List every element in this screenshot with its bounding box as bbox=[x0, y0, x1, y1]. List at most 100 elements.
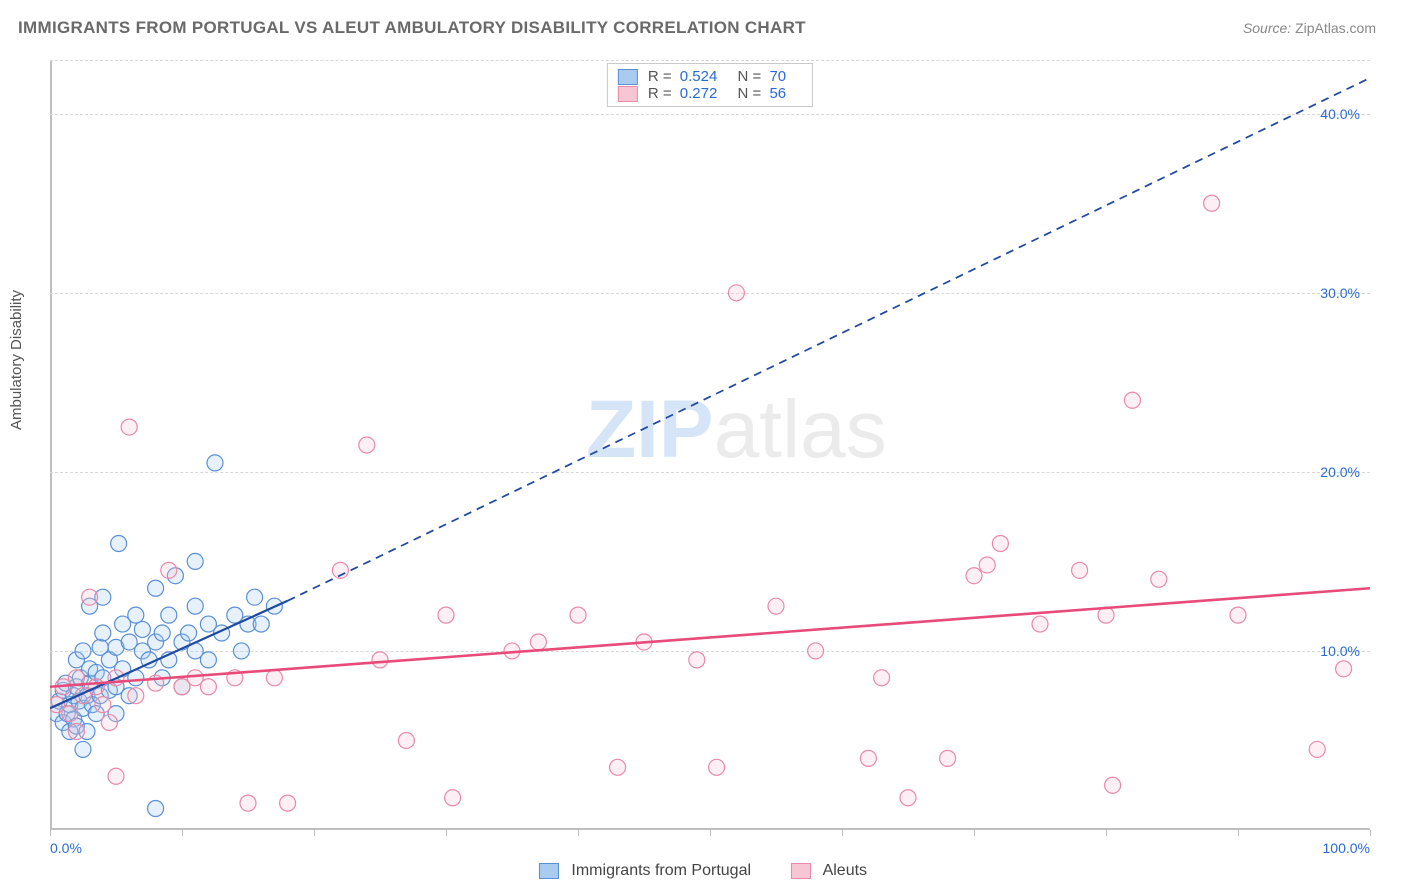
scatter-point bbox=[1309, 741, 1325, 757]
scatter-point bbox=[253, 616, 269, 632]
scatter-point bbox=[154, 625, 170, 641]
scatter-point bbox=[1105, 777, 1121, 793]
scatter-point bbox=[233, 643, 249, 659]
x-tick-label: 100.0% bbox=[1323, 840, 1370, 856]
scatter-point bbox=[62, 706, 78, 722]
scatter-point bbox=[689, 652, 705, 668]
x-tick-mark bbox=[446, 830, 447, 836]
x-tick-mark bbox=[314, 830, 315, 836]
scatter-point bbox=[992, 535, 1008, 551]
scatter-point bbox=[187, 553, 203, 569]
scatter-point bbox=[966, 568, 982, 584]
plot-area: ZIPatlas R = 0.524 N = 70 R = 0.272 N = bbox=[50, 60, 1370, 830]
scatter-point bbox=[266, 670, 282, 686]
scatter-point bbox=[728, 285, 744, 301]
scatter-point bbox=[187, 598, 203, 614]
scatter-point bbox=[438, 607, 454, 623]
scatter-point bbox=[530, 634, 546, 650]
legend-swatch-blue bbox=[618, 69, 638, 85]
scatter-point bbox=[82, 589, 98, 605]
scatter-point bbox=[247, 589, 263, 605]
scatter-point bbox=[207, 455, 223, 471]
n-value-pink: 56 bbox=[769, 85, 786, 102]
scatter-point bbox=[709, 759, 725, 775]
scatter-point bbox=[359, 437, 375, 453]
r-label: R = bbox=[648, 68, 672, 85]
scatter-point bbox=[874, 670, 890, 686]
n-label: N = bbox=[738, 68, 762, 85]
legend-stats: R = 0.524 N = 70 R = 0.272 N = 56 bbox=[607, 63, 813, 107]
x-tick-mark bbox=[50, 830, 51, 836]
scatter-point bbox=[900, 790, 916, 806]
source-label: Source: bbox=[1243, 20, 1291, 36]
x-tick-mark bbox=[182, 830, 183, 836]
n-value-blue: 70 bbox=[769, 68, 786, 85]
legend-label-aleuts: Aleuts bbox=[823, 862, 867, 879]
scatter-point bbox=[808, 643, 824, 659]
chart-container: IMMIGRANTS FROM PORTUGAL VS ALEUT AMBULA… bbox=[0, 0, 1406, 892]
legend-stats-row-1: R = 0.524 N = 70 bbox=[618, 68, 802, 85]
x-tick-mark bbox=[578, 830, 579, 836]
regression-line bbox=[288, 78, 1370, 601]
scatter-point bbox=[95, 697, 111, 713]
scatter-point bbox=[940, 750, 956, 766]
scatter-point bbox=[570, 607, 586, 623]
legend-swatch-aleuts bbox=[791, 863, 811, 879]
scatter-point bbox=[111, 535, 127, 551]
legend-label-portugal: Immigrants from Portugal bbox=[571, 862, 751, 879]
r-value-blue: 0.524 bbox=[680, 68, 718, 85]
legend-swatch-portugal bbox=[539, 863, 559, 879]
x-tick-mark bbox=[1370, 830, 1371, 836]
legend-item-aleuts: Aleuts bbox=[791, 862, 867, 880]
scatter-point bbox=[200, 652, 216, 668]
y-axis-label: Ambulatory Disability bbox=[8, 290, 25, 430]
source-value: ZipAtlas.com bbox=[1295, 20, 1376, 36]
n-label: N = bbox=[738, 85, 762, 102]
x-tick-mark bbox=[1238, 830, 1239, 836]
scatter-point bbox=[1230, 607, 1246, 623]
scatter-point bbox=[1336, 661, 1352, 677]
regression-line bbox=[50, 588, 1370, 686]
scatter-point bbox=[280, 795, 296, 811]
scatter-point bbox=[108, 768, 124, 784]
scatter-point bbox=[445, 790, 461, 806]
scatter-point bbox=[1072, 562, 1088, 578]
scatter-point bbox=[75, 741, 91, 757]
r-value-pink: 0.272 bbox=[680, 85, 718, 102]
scatter-point bbox=[979, 557, 995, 573]
scatter-point bbox=[134, 621, 150, 637]
scatter-point bbox=[372, 652, 388, 668]
scatter-point bbox=[75, 643, 91, 659]
x-tick-mark bbox=[1106, 830, 1107, 836]
legend-swatch-pink bbox=[618, 86, 638, 102]
scatter-point bbox=[95, 625, 111, 641]
scatter-point bbox=[1124, 392, 1140, 408]
scatter-point bbox=[240, 795, 256, 811]
legend-item-portugal: Immigrants from Portugal bbox=[539, 862, 751, 880]
source-attribution: Source: ZipAtlas.com bbox=[1243, 20, 1376, 36]
x-tick-mark bbox=[842, 830, 843, 836]
scatter-point bbox=[148, 801, 164, 817]
scatter-point bbox=[121, 419, 137, 435]
scatter-point bbox=[161, 562, 177, 578]
r-label: R = bbox=[648, 85, 672, 102]
scatter-point bbox=[68, 724, 84, 740]
x-tick-label: 0.0% bbox=[50, 840, 82, 856]
scatter-point bbox=[161, 607, 177, 623]
x-tick-mark bbox=[974, 830, 975, 836]
scatter-point bbox=[1204, 195, 1220, 211]
scatter-point bbox=[1151, 571, 1167, 587]
scatter-point bbox=[128, 607, 144, 623]
scatter-point bbox=[860, 750, 876, 766]
scatter-point bbox=[610, 759, 626, 775]
scatter-point bbox=[398, 732, 414, 748]
scatter-point bbox=[181, 625, 197, 641]
scatter-point bbox=[200, 679, 216, 695]
plot-svg bbox=[50, 60, 1370, 830]
scatter-point bbox=[768, 598, 784, 614]
chart-title: IMMIGRANTS FROM PORTUGAL VS ALEUT AMBULA… bbox=[18, 18, 806, 38]
scatter-point bbox=[1032, 616, 1048, 632]
legend-series: Immigrants from Portugal Aleuts bbox=[539, 862, 867, 880]
scatter-point bbox=[101, 715, 117, 731]
legend-stats-row-2: R = 0.272 N = 56 bbox=[618, 85, 802, 102]
